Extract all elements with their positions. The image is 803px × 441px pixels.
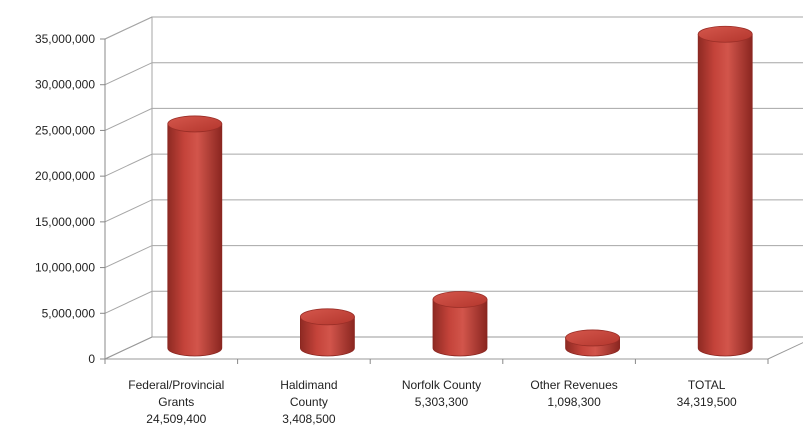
y-tick-label: 15,000,000 [35,215,95,229]
bar [432,291,488,357]
y-tick-label: 10,000,000 [35,261,95,275]
y-tick-label: 35,000,000 [35,32,95,46]
x-category-label: Haldimand County 3,408,500 [280,378,337,426]
y-tick-labels: 0 5,000,000 10,000,000 15,000,000 20,000,000… [35,32,95,366]
chart-floor [104,336,803,360]
bar [167,115,223,357]
bar [697,25,753,357]
axes [100,17,803,364]
y-tick-label: 5,000,000 [42,306,96,320]
x-category-label: TOTAL 34,319,500 [677,378,737,409]
x-category-label: Federal/Provincial Grants 24,509,400 [128,378,224,426]
bar [565,329,620,357]
y-tick-label: 25,000,000 [35,123,95,137]
y-tick-label: 0 [88,352,95,366]
y-tick-label: 30,000,000 [35,78,95,92]
bars [167,25,753,357]
x-category-label: Other Revenues 1,098,300 [530,378,617,409]
x-category-label: Norfolk County 5,303,300 [402,378,481,409]
y-tick-label: 20,000,000 [35,169,95,183]
category-labels: Federal/Provincial Grants 24,509,400 Haldim… [128,378,737,426]
bar [299,308,355,357]
